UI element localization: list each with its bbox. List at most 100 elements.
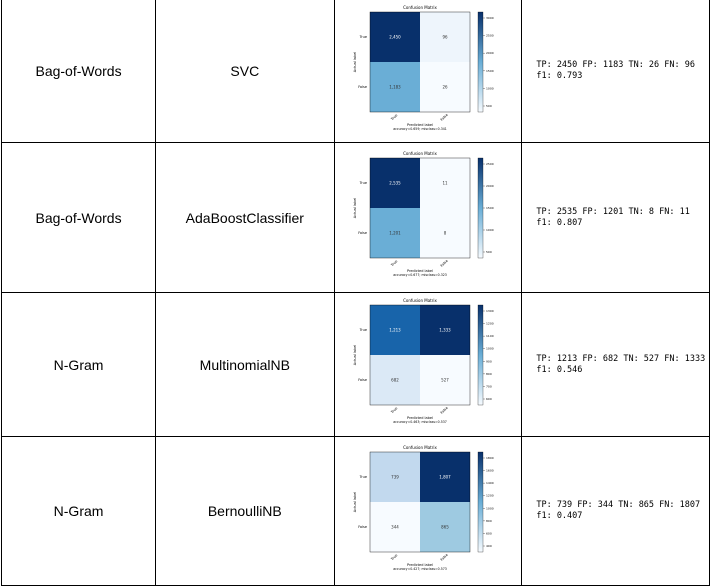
y-axis-label: Actual label bbox=[353, 51, 357, 72]
col-class-label: True bbox=[389, 406, 398, 415]
matrix-value: 739 bbox=[391, 474, 399, 479]
matrix-cell: Confusion Matrix 739 1,807 344 865 True True Fa… bbox=[333, 436, 523, 586]
x-axis-label: Predicted label bbox=[407, 416, 433, 420]
colorbar-tick-label: 1800 bbox=[486, 456, 494, 460]
colorbar-tick-label: 2500 bbox=[486, 33, 494, 37]
y-axis-label: Actual label bbox=[353, 491, 357, 512]
matrix-value: 344 bbox=[391, 524, 399, 529]
colorbar-tick-label: 1000 bbox=[486, 228, 494, 232]
colorbar-tick-label: 2000 bbox=[486, 51, 494, 55]
matrix-value: 2,450 bbox=[389, 34, 401, 39]
matrix-cell: Confusion Matrix 2,450 96 1,183 26 True True Fa… bbox=[333, 0, 523, 143]
colorbar-tick-label: 1500 bbox=[486, 206, 494, 210]
colorbar-tick-label: 1200 bbox=[486, 493, 494, 497]
matrix-value: 682 bbox=[391, 378, 399, 383]
row-class-label: True bbox=[358, 328, 366, 332]
col-class-label: True bbox=[389, 113, 398, 122]
colorbar-tick-label: 700 bbox=[486, 384, 492, 388]
row-class-label: False bbox=[358, 85, 367, 89]
matrix-value: 1,201 bbox=[389, 231, 401, 236]
table-row: N-Gram MultinomialNB Confusion Matrix 1,213… bbox=[0, 292, 710, 437]
colorbar-tick-label: 400 bbox=[486, 544, 492, 548]
colorbar bbox=[477, 157, 484, 259]
matrix-cell-fill bbox=[369, 501, 420, 552]
metrics-line: f1: 0.793 bbox=[536, 71, 583, 81]
matrix-title: Confusion Matrix bbox=[403, 298, 437, 303]
colorbar-tick-label: 800 bbox=[486, 372, 492, 376]
matrix-value: 11 bbox=[442, 181, 448, 186]
matrix-cell-fill bbox=[419, 208, 470, 258]
matrix-cell-fill bbox=[419, 451, 470, 502]
matrix-cell: Confusion Matrix 1,213 1,333 682 527 True True… bbox=[333, 292, 523, 437]
metrics-line: TP: 739 FP: 344 TN: 865 FN: 1807 bbox=[536, 500, 701, 510]
matrix-cell-fill bbox=[419, 305, 470, 355]
matrix-value: 26 bbox=[442, 84, 448, 89]
colorbar-tick-label: 1200 bbox=[486, 322, 494, 326]
accuracy-note: accuracy=0.677; misclass=0.323 bbox=[393, 273, 447, 277]
matrix-value: 865 bbox=[441, 524, 449, 529]
matrix-value: 1,807 bbox=[439, 474, 451, 479]
confusion-matrix: Confusion Matrix 2,535 11 1,201 8 True True Fal… bbox=[353, 151, 494, 277]
metrics-line: f1: 0.407 bbox=[536, 511, 583, 521]
colorbar-tick-label: 1300 bbox=[486, 309, 494, 313]
col-class-label: True bbox=[389, 259, 398, 268]
matrix-cell-fill bbox=[369, 11, 420, 62]
matrix-cell-fill bbox=[419, 158, 470, 208]
y-axis-label: Actual label bbox=[353, 345, 357, 366]
model-cell: AdaBoostClassifier bbox=[155, 142, 335, 293]
colorbar-tick-label: 500 bbox=[486, 250, 492, 254]
matrix-cell-fill bbox=[369, 451, 420, 502]
model-cell: BernoulliNB bbox=[155, 436, 335, 586]
colorbar bbox=[477, 11, 484, 112]
matrix-frame bbox=[369, 157, 471, 259]
matrix-frame bbox=[369, 11, 471, 112]
matrix-cell-fill bbox=[369, 61, 420, 112]
colorbar-tick-label: 1000 bbox=[486, 506, 494, 510]
matrix-cell-fill bbox=[419, 61, 470, 112]
confusion-matrix: Confusion Matrix 739 1,807 344 865 True True Fa… bbox=[353, 445, 494, 571]
accuracy-note: accuracy=0.659; misclass=0.341 bbox=[393, 127, 447, 131]
matrix-cell-fill bbox=[369, 355, 420, 405]
model-cell: SVC bbox=[155, 0, 335, 143]
row-class-label: True bbox=[358, 181, 366, 185]
col-class-label: False bbox=[440, 406, 449, 415]
matrix-title: Confusion Matrix bbox=[403, 445, 437, 450]
x-axis-label: Predicted label bbox=[407, 123, 433, 127]
x-axis-label: Predicted label bbox=[407, 563, 433, 567]
col-class-label: True bbox=[389, 553, 398, 562]
matrix-frame bbox=[369, 304, 471, 406]
colorbar-tick-label: 600 bbox=[486, 397, 492, 401]
colorbar-tick-label: 1600 bbox=[486, 468, 494, 472]
row-class-label: False bbox=[358, 525, 367, 529]
metrics-line: TP: 2535 FP: 1201 TN: 8 FN: 11 bbox=[536, 206, 690, 217]
colorbar-tick-label: 600 bbox=[486, 531, 492, 535]
table-row: N-Gram BernoulliNB Confusion Matrix 739 1,80… bbox=[0, 436, 710, 586]
colorbar-tick-label: 800 bbox=[486, 518, 492, 522]
matrix-cell-fill bbox=[369, 158, 420, 208]
matrix-value: 1,333 bbox=[439, 328, 451, 333]
colorbar bbox=[477, 451, 484, 552]
x-axis-label: Predicted label bbox=[407, 269, 433, 273]
y-axis-label: Actual label bbox=[353, 198, 357, 219]
matrix-cell-fill bbox=[419, 501, 470, 552]
table-row: Bag-of-Words AdaBoostClassifier Confusion … bbox=[0, 142, 710, 293]
matrix-cell: Confusion Matrix 2,535 11 1,201 8 True True Fal… bbox=[333, 142, 523, 293]
matrix-cell-fill bbox=[419, 355, 470, 405]
matrix-value: 8 bbox=[444, 231, 447, 236]
colorbar-tick-label: 3000 bbox=[486, 16, 494, 20]
matrix-value: 1,183 bbox=[389, 84, 401, 89]
matrix-value: 2,535 bbox=[389, 181, 401, 186]
matrix-cell-fill bbox=[369, 305, 420, 355]
col-class-label: False bbox=[440, 552, 449, 561]
colorbar-tick-label: 900 bbox=[486, 359, 492, 363]
metrics-cell: TP: 1213 FP: 682 TN: 527 FN: 1333 f1: 0.5… bbox=[521, 292, 710, 437]
colorbar-tick-label: 1100 bbox=[486, 334, 494, 338]
colorbar bbox=[477, 304, 484, 406]
colorbar-tick-label: 1400 bbox=[486, 481, 494, 485]
colorbar-tick-label: 2500 bbox=[486, 162, 494, 166]
accuracy-note: accuracy=0.427; misclass=0.573 bbox=[393, 567, 447, 571]
matrix-title: Confusion Matrix bbox=[403, 5, 437, 10]
matrix-title: Confusion Matrix bbox=[403, 151, 437, 156]
